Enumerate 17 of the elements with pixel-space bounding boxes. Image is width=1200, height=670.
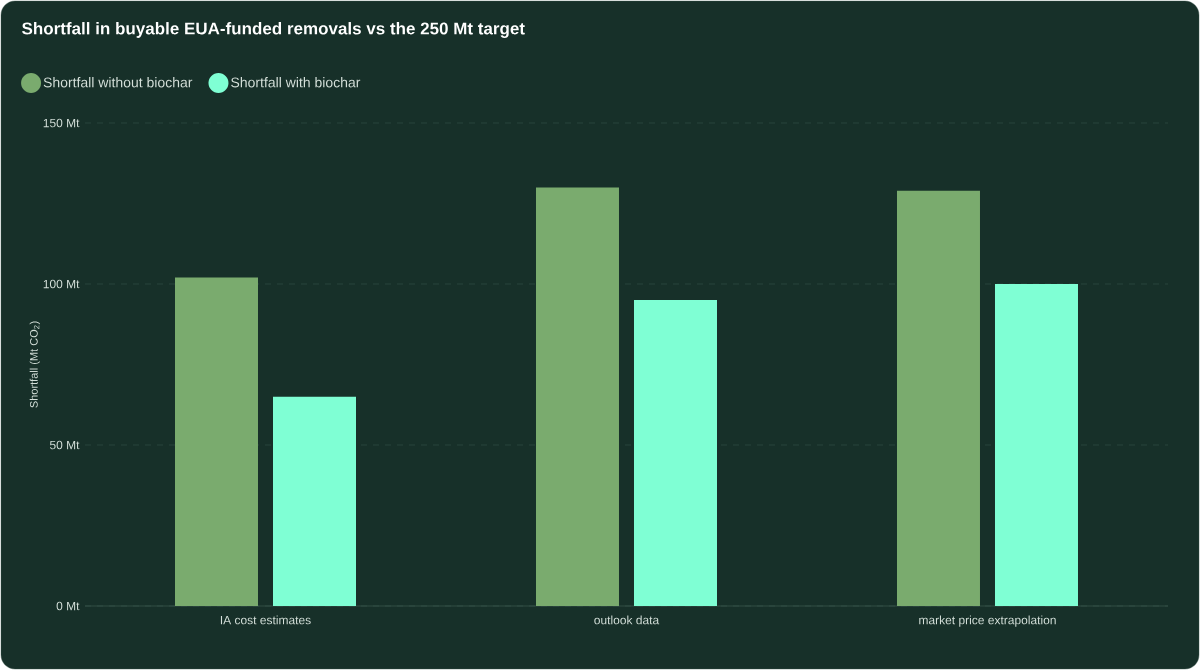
bar [273,396,356,607]
x-tick-label: market price extrapolation [919,615,1056,627]
y-tick-label: 150 Mt [43,118,80,128]
bar [535,187,619,607]
y-tick-label: 0 Mt [56,601,80,611]
y-tick-label: 100 Mt [43,279,80,289]
chart-title: Shortfall in buyable EUA-funded removals vs the 250 Mt target [22,22,525,38]
y-tick-label: 50 Mt [49,440,80,450]
bar [175,277,258,607]
x-tick-label: outlook data [594,615,660,625]
legend-label: Shortfall without biochar [43,77,193,88]
legend-label: Shortfall with biochar [231,77,361,88]
bar [634,300,717,607]
y-axis-title: Shortfall (Mt CO$_{2}$) [29,321,40,408]
bar [994,284,1078,607]
bar [896,190,980,607]
x-tick-label: IA cost estimates [220,615,311,625]
